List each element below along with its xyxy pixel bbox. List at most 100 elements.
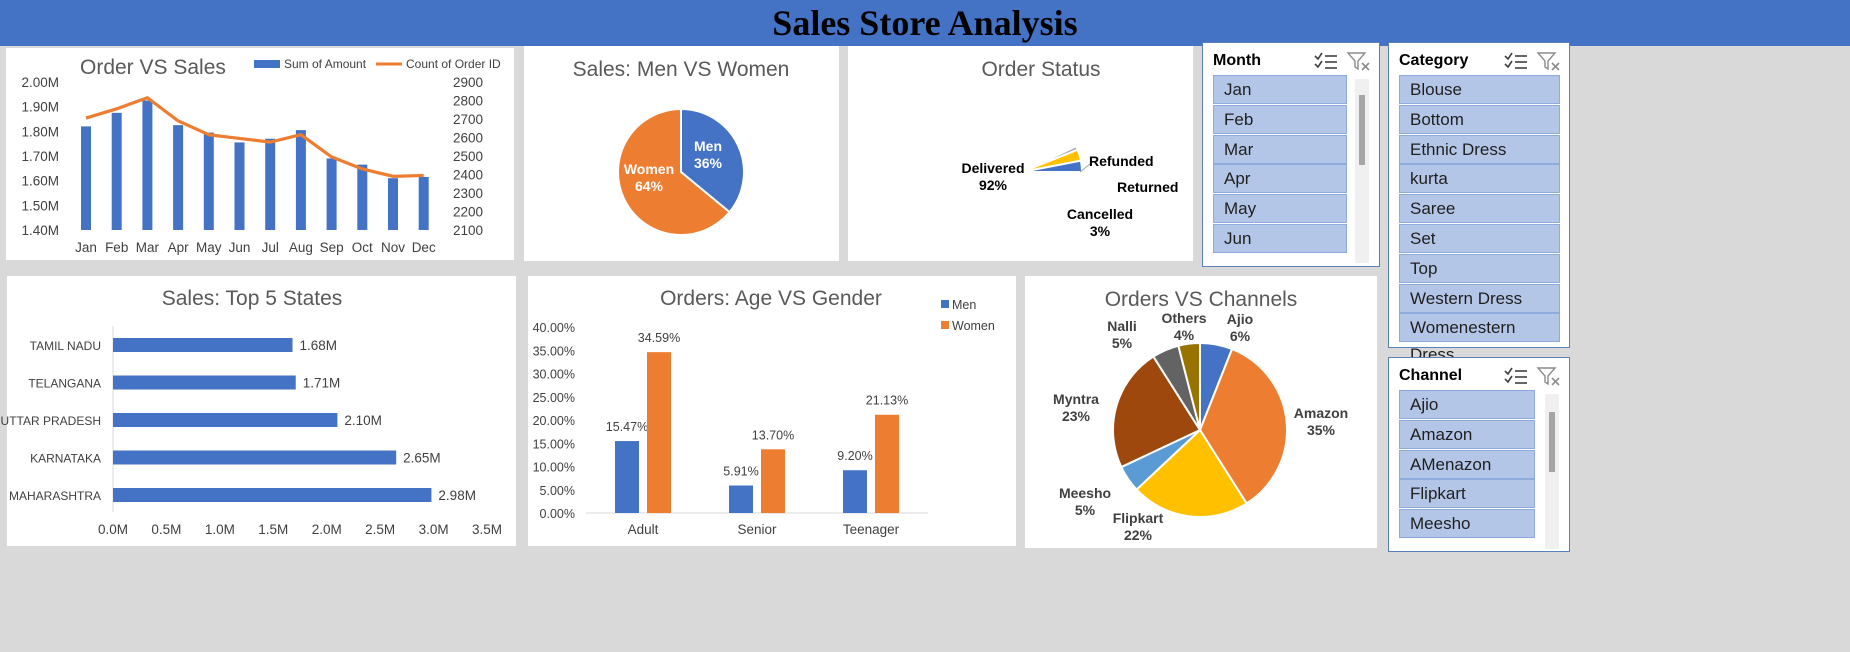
slicer-scrollbar[interactable] [1355,79,1369,263]
x-tick: Adult [628,522,659,537]
pie-label-pct: 22% [1124,527,1153,543]
slicer-scrollbar[interactable] [1545,394,1559,549]
pie-slice-flipkart [1135,428,1248,518]
bar-amount [81,126,91,230]
bar-men [729,485,753,513]
state-label: TELANGANA [28,377,101,391]
pie-slice-myntra [1112,355,1202,469]
slicer-title: Channel [1399,367,1463,384]
y-tick: 10.00% [533,461,575,475]
slicer-item-feb[interactable]: Feb [1213,104,1347,134]
pie-label-delivered-pct: 92% [979,177,1008,193]
x-tick: Feb [105,240,128,255]
slicer-item-blouse[interactable]: Blouse [1399,75,1560,104]
pie-label-returned: Returned [1117,179,1178,195]
x-tick: May [196,240,222,255]
slicer-item-flipkart[interactable]: Flipkart [1399,479,1535,509]
slicer-item-ajio[interactable]: Ajio [1399,390,1535,419]
x-tick: Jan [75,240,97,255]
slicer-item-bottom[interactable]: Bottom [1399,104,1560,134]
slicer-item-jan[interactable]: Jan [1213,75,1347,104]
bar-value-label: 21.13% [866,394,908,408]
state-label: MAHARASHTRA [9,489,101,503]
slicer-item-kurta[interactable]: kurta [1399,164,1560,194]
y-tick: 30.00% [533,368,575,382]
chart-title: Order Status [981,58,1100,81]
pie-label-women: Women [624,161,674,177]
chart-order-vs-sales: Order VS Sales Sum of Amount Count of Or… [21,56,501,255]
clear-filter-icon[interactable] [1535,50,1561,72]
multi-select-icon[interactable] [1503,50,1529,72]
slicer-item-may[interactable]: May [1213,194,1347,224]
x-tick: Sep [320,240,344,255]
pie-label-cancelled-pct: 3% [1090,223,1111,239]
chart-title: Sales: Men VS Women [573,58,790,81]
scrollbar-thumb[interactable] [1549,412,1555,472]
bar-amount [295,130,306,230]
pie-label-pct: 5% [1075,502,1096,518]
scrollbar-thumb[interactable] [1359,95,1365,165]
slicer-month[interactable]: Month Jan Feb Mar Apr May Jun [1202,42,1380,267]
y-tick: 5.00% [540,484,575,498]
bar-amount [203,132,214,230]
slicer-category[interactable]: Category Blouse Bottom Ethnic Dress kurta Sa… [1388,42,1570,364]
pie-label: Others [1161,310,1206,326]
y-tick-right: 2500 [453,149,483,164]
pie-label-pct: 4% [1174,327,1195,343]
state-label: UTTAR PRADESH [1,414,101,428]
pie-label: Meesho [1059,485,1111,501]
panel-top-states: Sales: Top 5 States TAMIL NADU 1.68M TELAN… [1,276,516,546]
pie-label: Ajio [1227,311,1253,327]
line-order-count [85,96,424,178]
slicer-item-ethnic-dress[interactable]: Ethnic Dress [1399,134,1560,164]
bar-state [113,413,338,427]
clear-filter-icon[interactable] [1535,365,1561,387]
y-tick-right: 2600 [453,131,483,146]
clear-filter-icon[interactable] [1345,50,1371,72]
x-tick: Apr [168,240,190,255]
legend-label-women: Women [952,319,995,333]
slicer-item-jun[interactable]: Jun [1213,224,1347,253]
y-tick-right: 2800 [453,94,483,109]
x-tick: 1.5M [258,522,288,537]
pie-label-pct: 6% [1230,328,1251,344]
bar-amount [142,100,153,230]
multi-select-icon[interactable] [1503,365,1529,387]
slicer-item-amazon[interactable]: Amazon [1399,419,1535,449]
y-tick-left: 1.60M [21,174,59,189]
slicer-item-set[interactable]: Set [1399,224,1560,253]
x-tick: 2.5M [365,522,395,537]
dashboard-banner: Sales Store Analysis [0,0,1850,46]
y-tick: 35.00% [533,344,575,358]
bar-amount [265,138,276,230]
bar-value-label: 34.59% [638,331,680,345]
slicer-item-meesho[interactable]: Meesho [1399,509,1535,539]
slicer-item-apr[interactable]: Apr [1213,164,1347,194]
legend-swatch-men [941,300,949,308]
y-tick-left: 1.90M [21,100,59,115]
multi-select-icon[interactable] [1313,50,1339,72]
pie-label-women-pct: 64% [635,178,664,194]
pie-label-pct: 35% [1307,422,1336,438]
y-tick-right: 2400 [453,168,483,183]
pie-label-cancelled: Cancelled [1067,206,1133,222]
slicer-channel[interactable]: Channel Ajio Amazon AMenazon Flipkart Meesho [1388,357,1570,552]
bar-men [843,470,867,513]
x-tick: 2.0M [312,522,342,537]
slicer-item-western-dress[interactable]: Western Dress [1399,283,1560,313]
y-tick-left: 1.80M [21,124,59,139]
y-tick-right: 2700 [453,112,483,127]
slicer-item-top[interactable]: Top [1399,253,1560,283]
slicer-item-saree[interactable]: Saree [1399,194,1560,224]
panel-order-vs-sales: Order VS Sales Sum of Amount Count of Or… [6,48,514,260]
slicer-item-amenazon[interactable]: AMenazon [1399,449,1535,479]
chart-title: Order VS Sales [80,56,226,79]
pie-slice-cancelled [1021,159,1084,173]
x-tick: Oct [352,240,373,255]
state-label: KARNATAKA [30,452,101,466]
pie-label-pct: 5% [1112,335,1133,351]
y-tick-right: 2300 [453,186,483,201]
slicer-item-womenestern-dress[interactable]: Womenestern Dress [1399,313,1560,364]
slicer-item-mar[interactable]: Mar [1213,134,1347,164]
